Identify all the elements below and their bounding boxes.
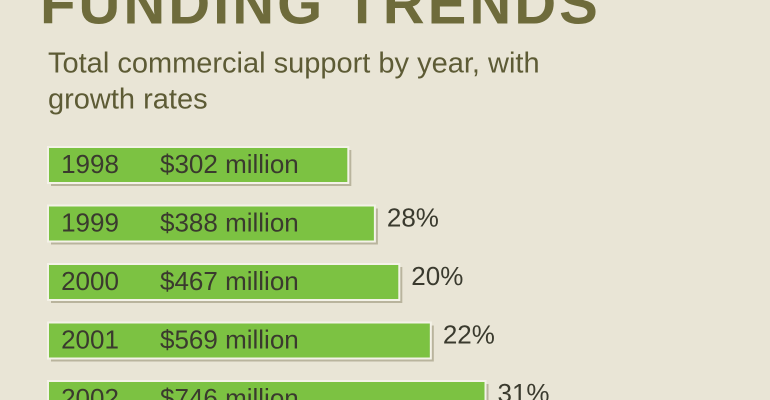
- growth-label: 20%: [411, 261, 463, 291]
- category-label: 2000: [61, 266, 119, 296]
- bar: [47, 263, 401, 301]
- bar: [47, 204, 376, 243]
- value-label: $302 million: [160, 149, 299, 179]
- value-label: $388 million: [160, 207, 299, 237]
- subtitle-line-2: growth rates: [48, 84, 208, 116]
- bar: [47, 380, 487, 400]
- subtitle-line-1: Total commercial support by year, with: [48, 48, 540, 80]
- category-label: 1998: [61, 149, 119, 179]
- growth-label: 31%: [498, 378, 550, 400]
- bar: [47, 321, 432, 360]
- category-label: 1999: [61, 207, 119, 237]
- value-label: $467 million: [160, 266, 299, 296]
- value-label: $569 million: [160, 324, 299, 354]
- category-label: 2001: [61, 324, 119, 354]
- value-label: $746 million: [160, 383, 299, 400]
- bar: [47, 146, 350, 184]
- chart-title: FUNDING TRENDS: [40, 0, 601, 36]
- growth-label: 22%: [443, 319, 495, 349]
- category-label: 2002: [61, 383, 119, 400]
- growth-label: 28%: [387, 202, 439, 232]
